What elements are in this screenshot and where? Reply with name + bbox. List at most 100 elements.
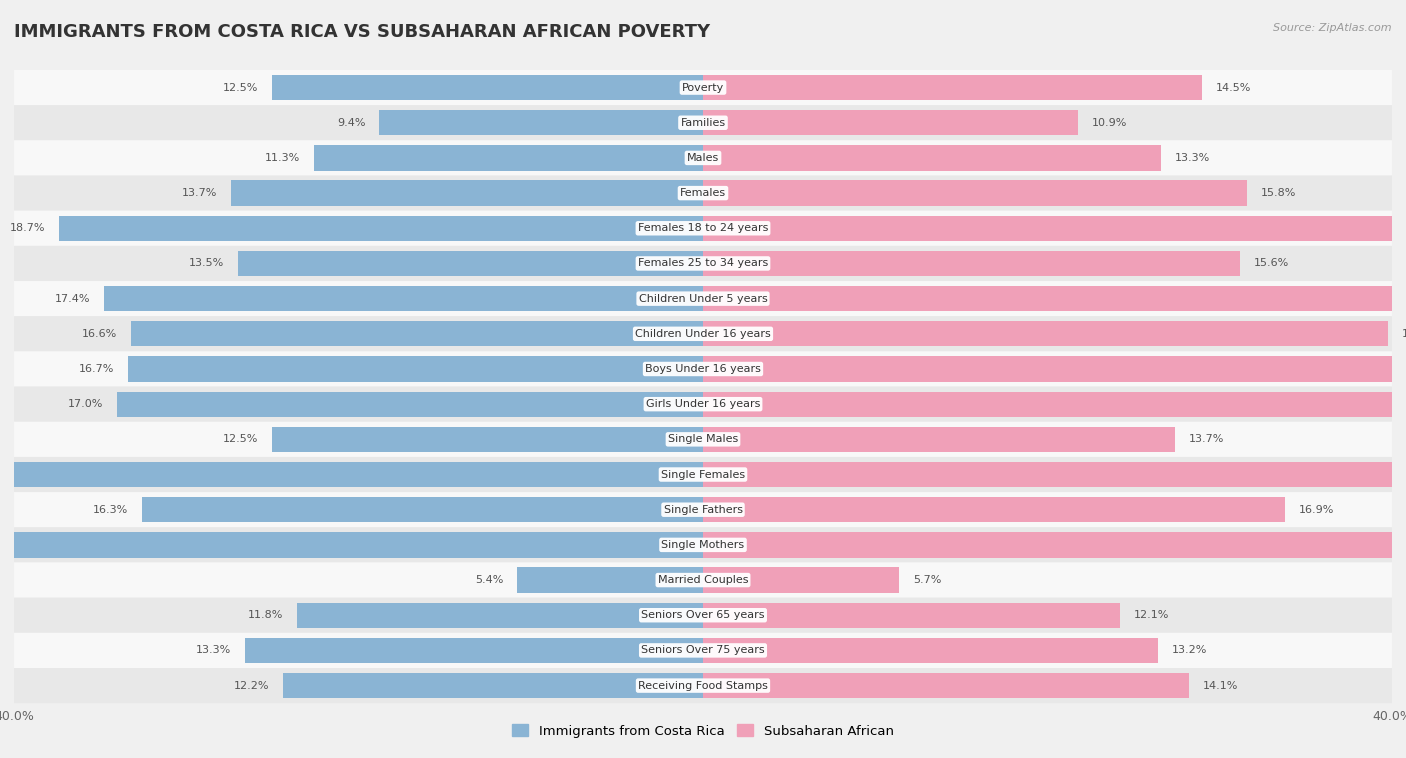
Text: 13.7%: 13.7%	[1188, 434, 1225, 444]
Bar	[297, 603, 703, 628]
Bar	[703, 180, 1247, 205]
Text: Seniors Over 75 years: Seniors Over 75 years	[641, 645, 765, 656]
Text: 16.3%: 16.3%	[93, 505, 128, 515]
Text: Children Under 16 years: Children Under 16 years	[636, 329, 770, 339]
Bar	[703, 603, 1119, 628]
Text: 10.9%: 10.9%	[1092, 117, 1128, 128]
Bar	[703, 462, 1406, 487]
Text: Females 18 to 24 years: Females 18 to 24 years	[638, 224, 768, 233]
Text: 14.5%: 14.5%	[1216, 83, 1251, 92]
Bar	[142, 497, 703, 522]
FancyBboxPatch shape	[14, 105, 1392, 140]
Bar	[104, 286, 703, 312]
Bar	[703, 637, 1157, 663]
FancyBboxPatch shape	[14, 492, 1392, 528]
FancyBboxPatch shape	[14, 387, 1392, 421]
Text: Single Females: Single Females	[661, 469, 745, 480]
Bar	[703, 427, 1175, 452]
Text: Seniors Over 65 years: Seniors Over 65 years	[641, 610, 765, 620]
Text: 13.5%: 13.5%	[188, 258, 224, 268]
Bar	[131, 321, 703, 346]
Bar	[703, 251, 1240, 276]
Bar	[703, 356, 1392, 382]
Text: Receiving Food Stamps: Receiving Food Stamps	[638, 681, 768, 691]
Text: Males: Males	[688, 153, 718, 163]
Bar	[703, 110, 1078, 136]
FancyBboxPatch shape	[14, 176, 1392, 211]
Bar	[231, 180, 703, 205]
Bar	[703, 673, 1188, 698]
Text: Single Mothers: Single Mothers	[661, 540, 745, 550]
FancyBboxPatch shape	[14, 211, 1392, 246]
Text: 9.4%: 9.4%	[337, 117, 366, 128]
Text: Poverty: Poverty	[682, 83, 724, 92]
Text: 5.7%: 5.7%	[912, 575, 942, 585]
FancyBboxPatch shape	[14, 421, 1392, 457]
Bar	[703, 146, 1161, 171]
Text: 5.4%: 5.4%	[475, 575, 503, 585]
Bar	[703, 497, 1285, 522]
FancyBboxPatch shape	[14, 457, 1392, 492]
Text: 11.3%: 11.3%	[264, 153, 299, 163]
Bar	[118, 391, 703, 417]
Text: Females 25 to 34 years: Females 25 to 34 years	[638, 258, 768, 268]
Bar	[128, 356, 703, 382]
Text: 12.2%: 12.2%	[233, 681, 269, 691]
FancyBboxPatch shape	[14, 597, 1392, 633]
Text: Single Fathers: Single Fathers	[664, 505, 742, 515]
Bar	[380, 110, 703, 136]
Text: Married Couples: Married Couples	[658, 575, 748, 585]
FancyBboxPatch shape	[14, 140, 1392, 176]
Text: 15.8%: 15.8%	[1261, 188, 1296, 198]
Text: 17.0%: 17.0%	[69, 399, 104, 409]
Bar	[314, 146, 703, 171]
Text: 12.5%: 12.5%	[224, 83, 259, 92]
Bar	[273, 427, 703, 452]
Bar	[703, 391, 1395, 417]
Bar	[703, 321, 1389, 346]
Text: Source: ZipAtlas.com: Source: ZipAtlas.com	[1274, 23, 1392, 33]
Text: 15.6%: 15.6%	[1254, 258, 1289, 268]
Text: 12.5%: 12.5%	[224, 434, 259, 444]
Text: 13.7%: 13.7%	[181, 188, 218, 198]
FancyBboxPatch shape	[14, 562, 1392, 597]
FancyBboxPatch shape	[14, 528, 1392, 562]
FancyBboxPatch shape	[14, 246, 1392, 281]
FancyBboxPatch shape	[14, 281, 1392, 316]
Bar	[283, 673, 703, 698]
Text: Families: Families	[681, 117, 725, 128]
Bar	[703, 532, 1406, 558]
Text: 18.7%: 18.7%	[10, 224, 45, 233]
Legend: Immigrants from Costa Rica, Subsaharan African: Immigrants from Costa Rica, Subsaharan A…	[506, 719, 900, 743]
Text: Girls Under 16 years: Girls Under 16 years	[645, 399, 761, 409]
Text: 19.9%: 19.9%	[1402, 329, 1406, 339]
Bar	[245, 637, 703, 663]
Bar	[0, 532, 703, 558]
Bar	[517, 568, 703, 593]
Text: 13.2%: 13.2%	[1171, 645, 1206, 656]
Bar	[0, 462, 703, 487]
Text: 12.1%: 12.1%	[1133, 610, 1168, 620]
FancyBboxPatch shape	[14, 316, 1392, 352]
Text: 14.1%: 14.1%	[1202, 681, 1237, 691]
FancyBboxPatch shape	[14, 70, 1392, 105]
Bar	[703, 215, 1406, 241]
FancyBboxPatch shape	[14, 633, 1392, 668]
Text: 16.6%: 16.6%	[82, 329, 117, 339]
Bar	[238, 251, 703, 276]
Text: 17.4%: 17.4%	[55, 293, 90, 304]
FancyBboxPatch shape	[14, 352, 1392, 387]
FancyBboxPatch shape	[14, 668, 1392, 703]
Bar	[703, 568, 900, 593]
Text: Boys Under 16 years: Boys Under 16 years	[645, 364, 761, 374]
Text: Females: Females	[681, 188, 725, 198]
Text: 16.7%: 16.7%	[79, 364, 114, 374]
Bar	[703, 75, 1202, 100]
Bar	[703, 286, 1406, 312]
Text: Children Under 5 years: Children Under 5 years	[638, 293, 768, 304]
Text: 11.8%: 11.8%	[247, 610, 283, 620]
Text: 13.3%: 13.3%	[195, 645, 231, 656]
Text: 16.9%: 16.9%	[1299, 505, 1334, 515]
Text: Single Males: Single Males	[668, 434, 738, 444]
Text: IMMIGRANTS FROM COSTA RICA VS SUBSAHARAN AFRICAN POVERTY: IMMIGRANTS FROM COSTA RICA VS SUBSAHARAN…	[14, 23, 710, 41]
